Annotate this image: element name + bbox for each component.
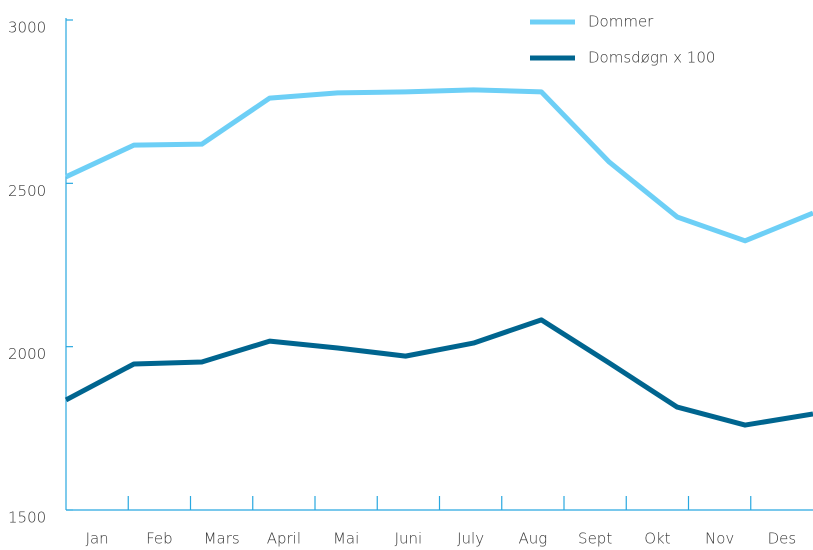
x-tick-label: Mai	[333, 530, 359, 548]
x-tick-label: Juni	[395, 530, 423, 548]
y-tick-label: 2500	[8, 182, 46, 200]
series-line	[64, 87, 813, 244]
x-tick-label: Jan	[86, 530, 109, 548]
y-tick-label: 3000	[8, 19, 46, 37]
y-tick-label: 1500	[8, 509, 46, 527]
x-tick-label: July	[457, 530, 484, 548]
x-tick-label: Aug	[518, 530, 547, 548]
x-tick-label: Nov	[705, 530, 734, 548]
x-tick-label: Feb	[146, 530, 173, 548]
x-tick-label: Sept	[578, 530, 612, 548]
x-tick-label: Des	[768, 530, 797, 548]
x-tick-label: April	[267, 530, 301, 548]
legend-label: Domsdøgn x 100	[588, 49, 715, 67]
legend-label: Dommer	[588, 13, 654, 31]
x-tick-label: Okt	[644, 530, 670, 548]
y-tick-label: 2000	[8, 345, 46, 363]
x-tick-label: Mars	[204, 530, 240, 548]
series-line	[64, 317, 813, 428]
